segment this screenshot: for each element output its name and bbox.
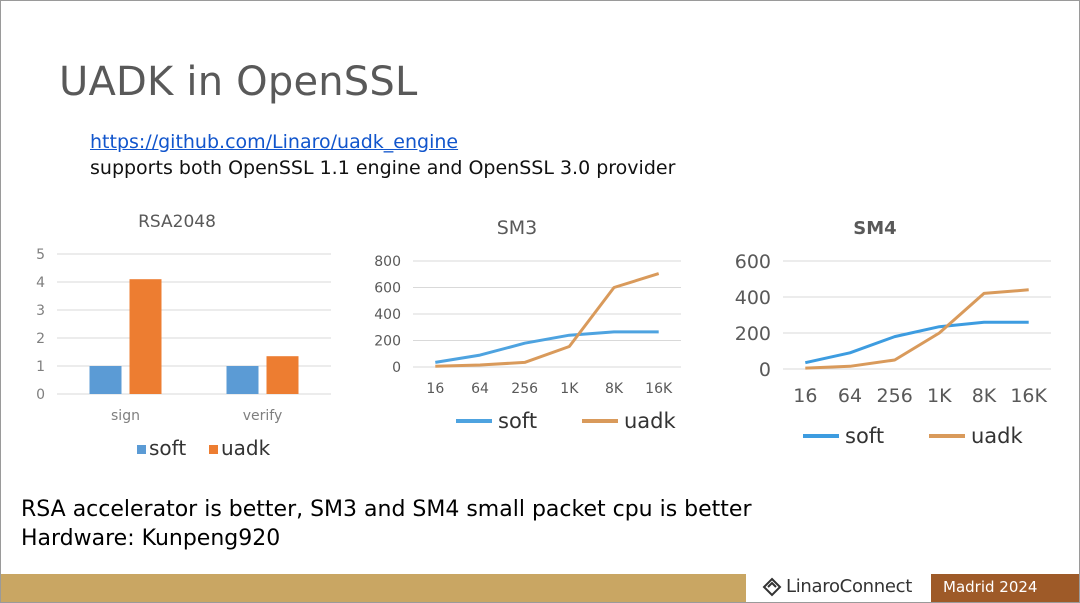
legend-label: uadk <box>221 436 271 460</box>
x-tick-label: 8K <box>972 385 997 407</box>
y-tick-label: 2 <box>36 331 45 347</box>
legend-label: soft <box>845 424 884 448</box>
y-tick-label: 0 <box>392 360 401 376</box>
summary-line: RSA accelerator is better, SM3 and SM4 s… <box>21 497 752 522</box>
hardware-line: Hardware: Kunpeng920 <box>21 526 281 551</box>
bar-uadk-verify <box>266 356 299 394</box>
footer-band <box>1 574 746 602</box>
rsa2048-chart: RSA2048 0 1 2 3 4 5 sign verify soft uadk <box>36 212 331 460</box>
bar-soft-verify <box>226 366 259 394</box>
x-tick-label: sign <box>111 408 140 424</box>
y-tick-label: 4 <box>36 275 45 291</box>
footer-logo: LinaroConnect <box>746 573 931 602</box>
x-tick-label: 64 <box>838 385 862 407</box>
series-line-soft <box>804 320 1029 365</box>
sm4-chart: SM4 0 200 400 600 16 64 256 1K 8K 16K soft uadk <box>735 218 1051 448</box>
y-tick-label: 200 <box>735 323 771 345</box>
footer-event-text: Madrid 2024 <box>943 578 1038 596</box>
series-line-soft <box>435 330 659 364</box>
y-tick-label: 400 <box>374 307 401 323</box>
legend-label: soft <box>498 409 537 433</box>
slide-subtitle: supports both OpenSSL 1.1 engine and Ope… <box>90 157 676 179</box>
y-tick-label: 200 <box>374 334 401 350</box>
legend-swatch-uadk <box>209 445 218 454</box>
x-tick-label: 8K <box>605 381 624 397</box>
sm3-chart: SM3 0 200 400 600 800 16 64 256 1K 8K 16K soft uadk <box>374 217 681 433</box>
chart-title: RSA2048 <box>138 212 216 232</box>
y-tick-label: 1 <box>36 359 45 375</box>
legend-label: uadk <box>624 409 677 433</box>
x-tick-label: 64 <box>471 381 489 397</box>
legend-swatch-soft <box>137 445 146 454</box>
github-link[interactable]: https://github.com/Linaro/uadk_engine <box>90 131 459 153</box>
x-tick-label: 16 <box>793 385 817 407</box>
footer-logo-text: LinaroConnect <box>786 576 913 597</box>
linaro-logo-icon <box>762 577 782 597</box>
legend-label: uadk <box>971 424 1024 448</box>
bar-uadk-sign <box>129 279 162 394</box>
y-tick-label: 400 <box>735 287 771 309</box>
y-tick-label: 800 <box>374 254 401 270</box>
slide-title: UADK in OpenSSL <box>59 59 418 105</box>
chart-title: SM3 <box>497 217 538 239</box>
y-tick-label: 600 <box>735 251 771 273</box>
x-tick-label: 1K <box>927 385 952 407</box>
bar-soft-sign <box>89 366 122 394</box>
series-line-uadk <box>435 272 660 368</box>
y-tick-label: 0 <box>759 359 771 381</box>
legend-label: soft <box>149 436 186 460</box>
x-tick-label: 16 <box>426 381 444 397</box>
y-tick-label: 5 <box>36 247 45 263</box>
x-tick-label: 16K <box>645 381 673 397</box>
x-tick-label: 16K <box>1010 385 1047 407</box>
x-tick-label: 256 <box>511 381 538 397</box>
chart-title: SM4 <box>853 218 896 239</box>
x-tick-label: 256 <box>877 385 913 407</box>
y-tick-label: 0 <box>36 387 45 403</box>
series-line-uadk <box>805 288 1029 370</box>
y-tick-label: 600 <box>374 281 401 297</box>
footer-event: Madrid 2024 <box>931 574 1079 602</box>
x-tick-label: verify <box>243 408 283 424</box>
x-tick-label: 1K <box>560 381 579 397</box>
y-tick-label: 3 <box>36 303 45 319</box>
